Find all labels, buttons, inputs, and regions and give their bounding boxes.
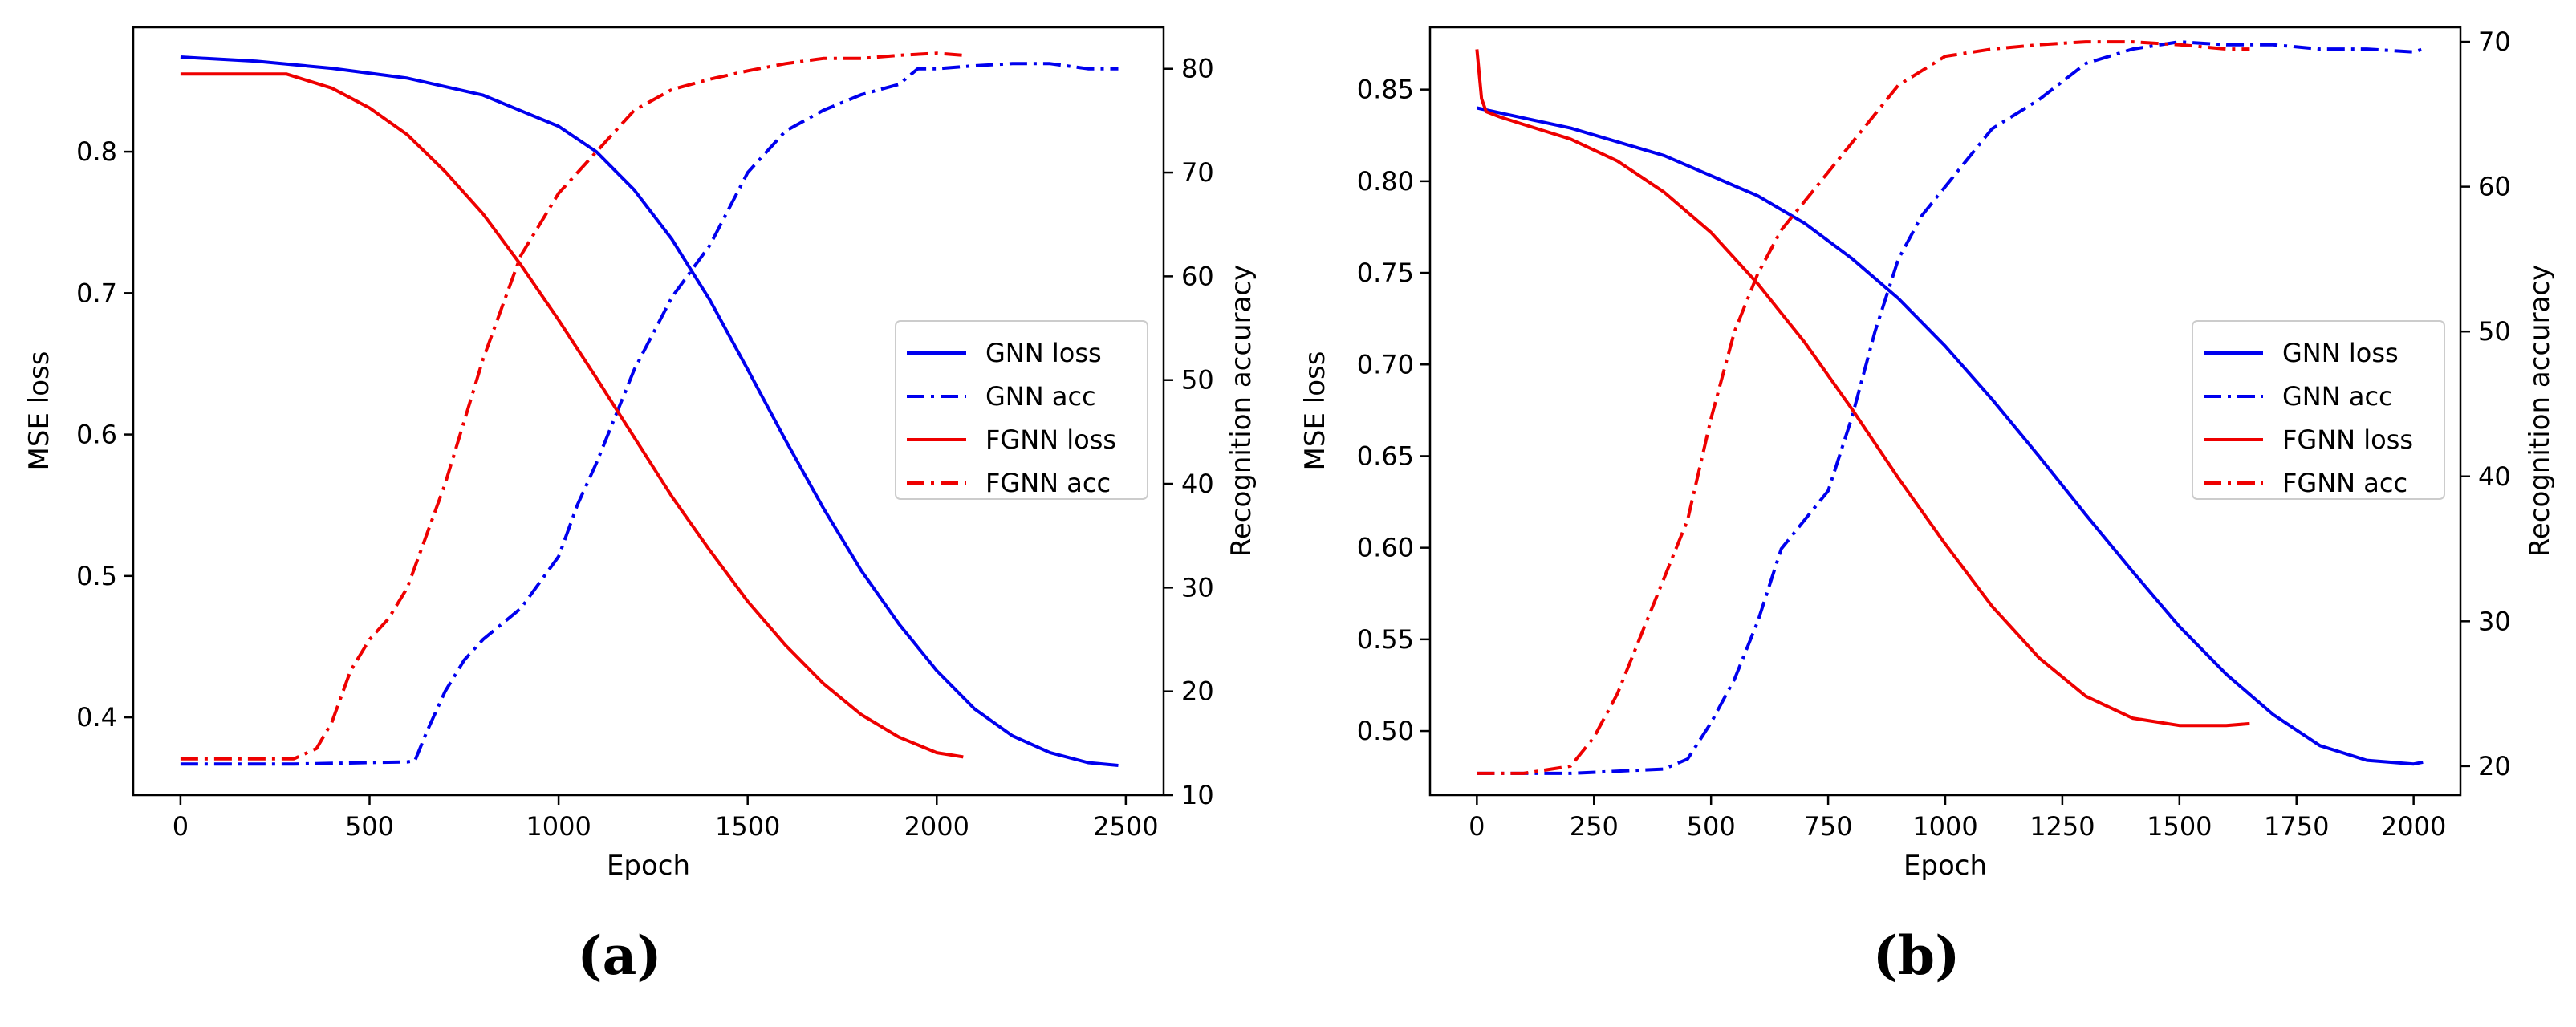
- y2-tick-label: 20: [1181, 676, 1214, 707]
- y2-tick-label: 70: [1181, 157, 1214, 188]
- x-tick-label: 1500: [2147, 811, 2212, 842]
- y2-tick-label: 60: [1181, 261, 1214, 291]
- y-tick-label: 0.75: [1357, 258, 1414, 288]
- legend-label: FGNN loss: [985, 424, 1116, 455]
- y2-tick-label: 30: [1181, 572, 1214, 603]
- series-line-fgnn-acc: [1477, 40, 2250, 775]
- y-tick-label: 0.80: [1357, 166, 1414, 197]
- x-tick-label: 1500: [715, 811, 780, 842]
- y-tick-label: 0.85: [1357, 75, 1414, 105]
- panel-a-y2-ticks: 10 20 30 40 50 60 70 80: [1164, 54, 1214, 810]
- x-tick-label: 750: [1804, 811, 1853, 842]
- panel-b: 0 250 500 750 1000 1250 1500 1750 2000 0.500.550…: [1299, 26, 2556, 987]
- panel-a: 0 500 1000 1500 2000 2500 0.4 0.5 0.6 0.7 0.8 10 2…: [23, 26, 1258, 987]
- x-tick-label: 1250: [2030, 811, 2095, 842]
- x-tick-label: 250: [1570, 811, 1619, 842]
- series-line-gnn-loss: [1476, 106, 2424, 766]
- panel-a-legend: GNN loss GNN acc FGNN loss FGNN acc: [895, 320, 1148, 500]
- panel-b-series-layer: [1475, 40, 2424, 775]
- x-tick-label: 500: [1687, 811, 1736, 842]
- legend-label: GNN acc: [985, 381, 1096, 412]
- y2-tick-label: 20: [2478, 751, 2511, 781]
- y2-tick-label: 30: [2478, 606, 2511, 636]
- panel-a-legend-box: [895, 320, 1148, 500]
- y-tick-label: 0.6: [76, 420, 117, 450]
- legend-label: GNN acc: [2282, 381, 2393, 412]
- legend-label: FGNN acc: [985, 468, 1111, 498]
- panel-b-ylabel: MSE loss: [1299, 351, 1331, 471]
- x-tick-label: 1000: [1912, 811, 1977, 842]
- panel-b-y-ticks: 0.50 0.55 0.60 0.65 0.70 0.75 0.80 0.85: [1357, 75, 1430, 746]
- panel-b-y2-ticks: 20 30 40 50 60 70: [2460, 26, 2511, 781]
- y2-tick-label: 40: [2478, 461, 2511, 492]
- y2-tick-label: 70: [2478, 26, 2511, 57]
- panel-b-y2label: Recognition accuracy: [2524, 265, 2556, 557]
- legend-label: GNN loss: [985, 338, 1102, 368]
- panel-b-caption: (b): [1873, 924, 1960, 987]
- series-line-gnn-acc: [180, 62, 1119, 766]
- y-tick-label: 0.8: [76, 136, 117, 167]
- panel-b-legend-box: [2192, 320, 2445, 500]
- y-tick-label: 0.7: [76, 278, 117, 308]
- panel-a-ylabel: MSE loss: [23, 351, 55, 471]
- y-tick-label: 0.55: [1357, 624, 1414, 655]
- y-tick-label: 0.4: [76, 702, 117, 733]
- series-line-fgnn-loss: [180, 72, 964, 759]
- legend-label: FGNN acc: [2282, 468, 2407, 498]
- y-tick-label: 0.5: [76, 561, 117, 591]
- series-line-gnn-acc: [1477, 40, 2424, 775]
- y2-tick-label: 10: [1181, 780, 1214, 810]
- y2-tick-label: 80: [1181, 54, 1214, 84]
- panel-a-y2label: Recognition accuracy: [1225, 265, 1258, 557]
- series-line-fgnn-acc: [180, 51, 964, 761]
- legend-label: GNN loss: [2282, 338, 2399, 368]
- series-line-gnn-loss: [180, 55, 1119, 767]
- panel-a-xlabel: Epoch: [607, 850, 690, 882]
- panel-b-legend: GNN loss GNN acc FGNN loss FGNN acc: [2192, 320, 2445, 500]
- legend-label: FGNN loss: [2282, 424, 2413, 455]
- x-tick-label: 1750: [2264, 811, 2329, 842]
- panel-a-axes-frame: [132, 26, 1165, 797]
- panel-a-y-ticks: 0.4 0.5 0.6 0.7 0.8: [76, 136, 133, 733]
- y-tick-label: 0.70: [1357, 349, 1414, 380]
- x-tick-label: 0: [1469, 811, 1485, 842]
- y-tick-label: 0.60: [1357, 533, 1414, 563]
- x-tick-label: 2000: [2381, 811, 2446, 842]
- panel-a-caption: (a): [577, 924, 661, 987]
- y2-tick-label: 50: [2478, 316, 2511, 347]
- y-tick-label: 0.65: [1357, 440, 1414, 471]
- x-tick-label: 1000: [526, 811, 591, 842]
- x-tick-label: 2500: [1093, 811, 1158, 842]
- x-tick-label: 500: [345, 811, 394, 842]
- x-tick-label: 0: [173, 811, 189, 842]
- y-tick-label: 0.50: [1357, 716, 1414, 746]
- y2-tick-label: 50: [1181, 365, 1214, 396]
- y2-tick-label: 40: [1181, 469, 1214, 499]
- y2-tick-label: 60: [2478, 172, 2511, 202]
- panel-b-x-ticks: 0 250 500 750 1000 1250 1500 1750 2000: [1469, 795, 2446, 842]
- panel-b-xlabel: Epoch: [1904, 850, 1987, 882]
- panel-a-series-layer: [180, 51, 1119, 767]
- panel-a-x-ticks: 0 500 1000 1500 2000 2500: [173, 795, 1159, 842]
- series-line-fgnn-loss: [1475, 49, 2250, 728]
- x-tick-label: 2000: [904, 811, 969, 842]
